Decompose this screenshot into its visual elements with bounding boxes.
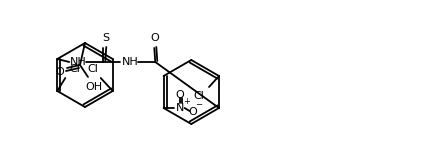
Text: S: S (103, 33, 110, 43)
Text: NH: NH (70, 57, 87, 67)
Text: Cl: Cl (194, 91, 205, 101)
Text: O: O (56, 67, 65, 77)
Text: −: − (195, 100, 202, 109)
Text: O: O (150, 33, 159, 43)
Text: O: O (188, 107, 197, 117)
Text: N: N (175, 103, 184, 113)
Text: O: O (175, 90, 184, 100)
Text: +: + (183, 97, 190, 106)
Text: NH: NH (122, 57, 139, 67)
Text: Cl: Cl (87, 64, 98, 74)
Text: OH: OH (85, 82, 103, 92)
Text: Cl: Cl (70, 64, 81, 74)
